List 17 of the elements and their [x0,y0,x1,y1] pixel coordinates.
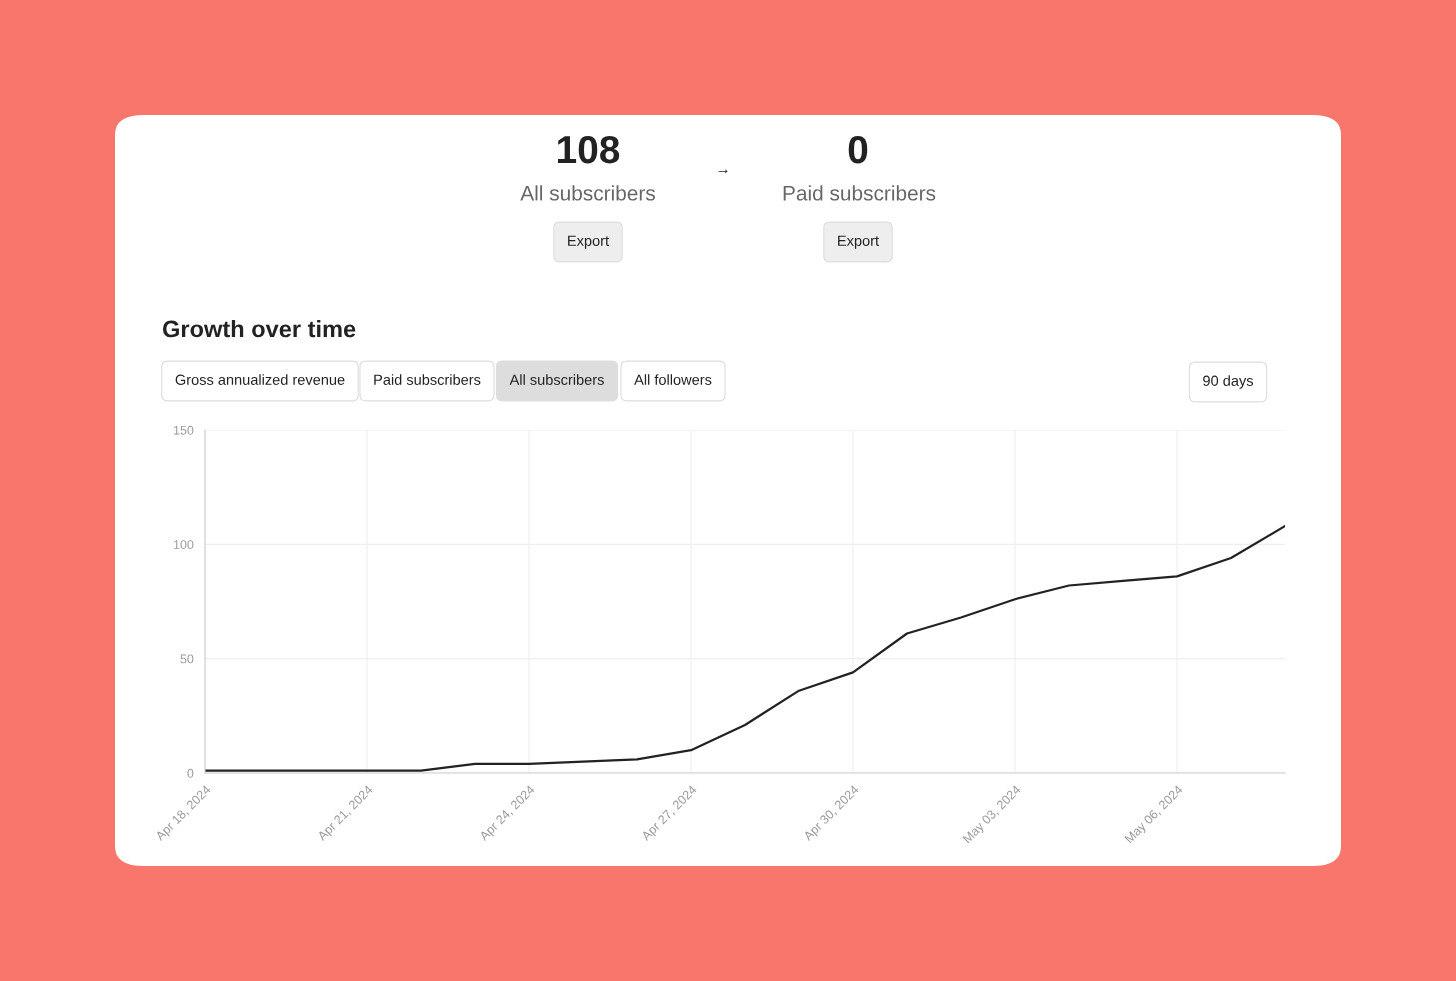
text: 0 [848,135,868,164]
text: Paid subscribers [783,185,936,201]
y-tick-label: 0 [187,768,194,778]
text: Paid subscribers [374,374,481,385]
text: All subscribers [509,374,604,385]
text: 90 days [1203,375,1254,389]
text: All subscribers [520,185,655,201]
text: Export [838,235,879,249]
text: All followers [634,374,712,385]
text: Export [568,235,609,249]
y-tick-label: 150 [173,425,194,435]
chart-title: Growth over time [162,319,356,338]
text: 108 [558,135,620,164]
y-tick-label: 100 [173,540,194,549]
text: Gross annualized revenue [175,374,345,385]
y-tick-label: 50 [180,654,194,664]
text: → [718,169,728,174]
